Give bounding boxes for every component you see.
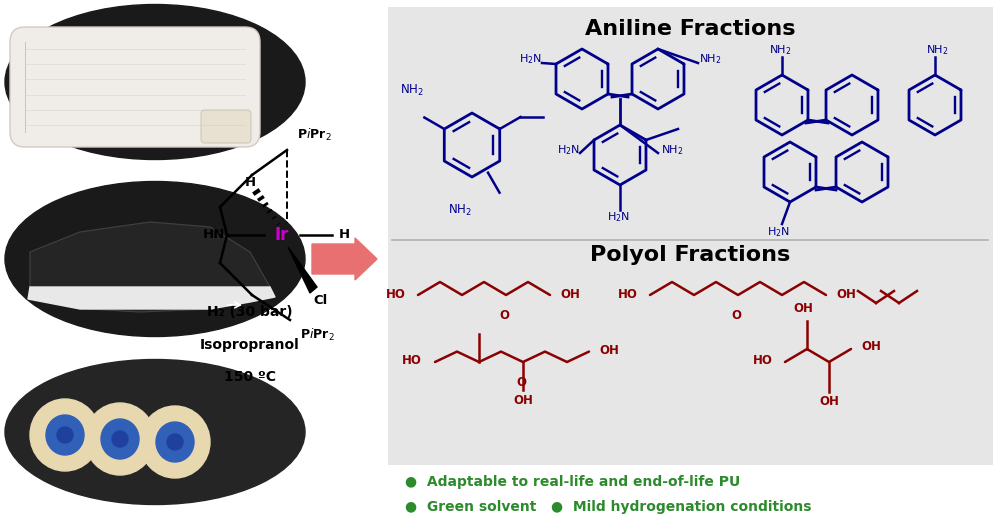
Text: H: H (244, 175, 256, 189)
Text: H$_2$N: H$_2$N (767, 225, 789, 239)
Text: H₂ (30 bar): H₂ (30 bar) (207, 305, 293, 319)
Text: NH$_2$: NH$_2$ (926, 43, 948, 57)
Text: OH: OH (599, 344, 619, 357)
Text: OH: OH (836, 287, 856, 300)
Text: ●  Green solvent   ●  Mild hydrogenation conditions: ● Green solvent ● Mild hydrogenation con… (405, 500, 812, 514)
Text: 150 ºC: 150 ºC (224, 370, 276, 384)
Text: Polyol Fractions: Polyol Fractions (590, 245, 790, 265)
Text: OH: OH (513, 393, 533, 406)
Ellipse shape (101, 419, 139, 459)
Ellipse shape (156, 422, 194, 462)
Ellipse shape (167, 434, 183, 450)
Text: OH: OH (560, 287, 580, 300)
Text: OH: OH (861, 341, 881, 354)
Text: HO: HO (618, 287, 638, 300)
Text: NH$_2$: NH$_2$ (769, 43, 791, 57)
Ellipse shape (140, 406, 210, 478)
Ellipse shape (30, 399, 100, 471)
Text: Cl: Cl (313, 294, 327, 307)
Text: H: H (338, 229, 350, 241)
Text: NH$_2$: NH$_2$ (661, 143, 683, 157)
Text: OH: OH (819, 396, 839, 408)
Text: HO: HO (753, 355, 773, 368)
Text: Ir: Ir (275, 226, 289, 244)
FancyArrow shape (312, 238, 377, 280)
Text: HN: HN (203, 229, 225, 241)
Text: P$i$Pr$_2$: P$i$Pr$_2$ (297, 127, 332, 143)
Ellipse shape (5, 181, 305, 337)
Text: H$_2$N: H$_2$N (607, 210, 629, 224)
Text: HO: HO (402, 355, 422, 368)
Text: NH$_2$: NH$_2$ (400, 82, 424, 98)
Ellipse shape (112, 431, 128, 447)
FancyBboxPatch shape (201, 110, 251, 143)
Text: P$i$Pr$_2$: P$i$Pr$_2$ (300, 327, 335, 343)
Text: NH$_2$: NH$_2$ (448, 203, 472, 218)
Ellipse shape (5, 359, 305, 505)
Ellipse shape (85, 403, 155, 475)
Polygon shape (288, 247, 317, 293)
Polygon shape (28, 287, 275, 309)
Text: O: O (516, 375, 526, 388)
FancyBboxPatch shape (10, 27, 260, 147)
Text: Aniline Fractions: Aniline Fractions (585, 19, 795, 39)
Text: H$_2$N: H$_2$N (557, 143, 579, 157)
Ellipse shape (57, 427, 73, 443)
Text: ●  Adaptable to real-life and end-of-life PU: ● Adaptable to real-life and end-of-life… (405, 475, 740, 489)
Ellipse shape (5, 5, 305, 160)
Text: NH$_2$: NH$_2$ (699, 52, 721, 66)
Text: HO: HO (386, 287, 406, 300)
Text: Isopropranol: Isopropranol (200, 338, 300, 352)
Text: H$_2$N: H$_2$N (519, 52, 541, 66)
Polygon shape (30, 222, 270, 312)
FancyBboxPatch shape (388, 7, 993, 465)
Text: OH: OH (793, 302, 813, 315)
Ellipse shape (46, 415, 84, 455)
Text: O: O (499, 310, 509, 323)
Text: O: O (731, 310, 741, 323)
